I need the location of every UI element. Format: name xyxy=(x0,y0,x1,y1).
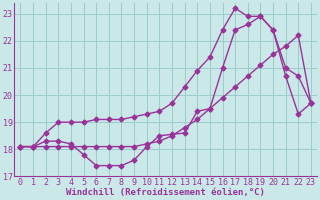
X-axis label: Windchill (Refroidissement éolien,°C): Windchill (Refroidissement éolien,°C) xyxy=(66,188,265,197)
